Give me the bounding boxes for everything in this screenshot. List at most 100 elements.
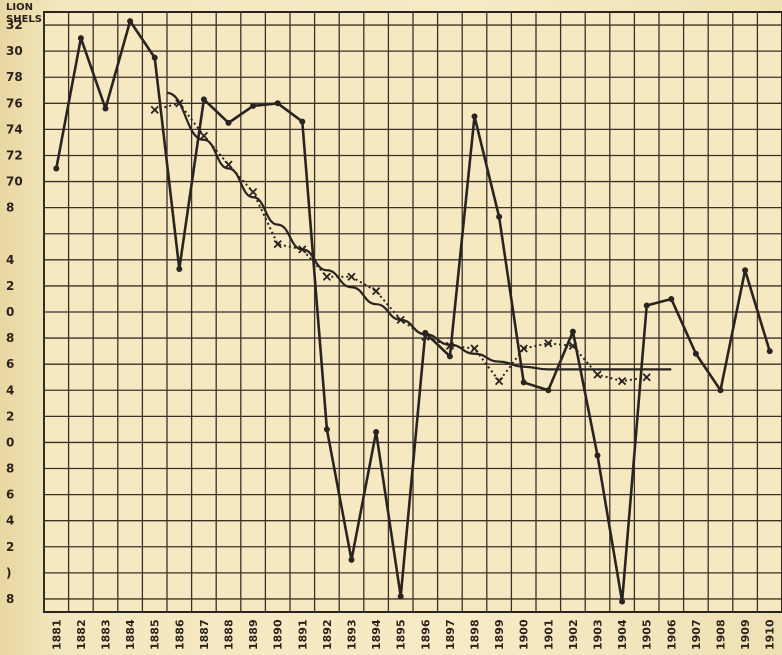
x-tick-label: 1890 (272, 619, 285, 650)
average-cross-marker (248, 187, 258, 197)
y-unit-label-line: LION (6, 2, 33, 13)
annual-point (102, 105, 109, 112)
average-cross-marker (470, 344, 479, 353)
y-tick-label: 6 (6, 357, 14, 371)
annual-point (323, 426, 330, 433)
average-cross-marker (642, 373, 651, 382)
x-tick-label: 1881 (50, 619, 63, 650)
annual-point (127, 18, 134, 25)
grid-lines (43, 12, 782, 612)
average-cross-marker (544, 339, 553, 348)
x-tick-label: 1894 (370, 619, 383, 650)
annual-point (692, 350, 699, 357)
x-tick-label: 1906 (665, 619, 678, 650)
average-cross-marker (199, 131, 209, 141)
y-tick-label: 0 (6, 435, 14, 449)
y-tick-label: 6 (6, 488, 14, 502)
x-tick-label: 1888 (223, 619, 236, 650)
average-cross-marker (593, 370, 602, 379)
annual-point (446, 353, 453, 360)
y-tick-label: 8 (6, 462, 14, 476)
annual-point (373, 429, 380, 435)
annual-point (742, 267, 749, 274)
annual-point (766, 348, 773, 355)
y-tick-label: 30 (6, 44, 23, 58)
x-tick-label: 1909 (739, 619, 752, 650)
annual-point (668, 295, 675, 302)
y-tick-label: 2 (6, 409, 14, 423)
average-cross-marker (150, 105, 159, 114)
y-tick-label: 72 (6, 148, 23, 162)
y-tick-label: 0 (6, 305, 14, 319)
x-tick-label: 1883 (100, 619, 113, 650)
y-tick-label: ) (6, 566, 11, 580)
x-tick-label: 1905 (641, 619, 654, 650)
y-tick-label: 32 (6, 18, 23, 32)
y-tick-label: 78 (6, 70, 23, 84)
x-tick-label: 1892 (321, 619, 334, 650)
y-tick-labels: 32 30 78 76 74 72 70 8 4 2 0 8 6 4 2 0 8 6 4 2) 8 (6, 18, 23, 606)
average-cross-marker (322, 272, 332, 281)
y-unit-label-line: SHELS (6, 14, 42, 25)
series-annual-line (55, 19, 771, 603)
annual-point (619, 598, 626, 605)
annual-point (717, 387, 724, 394)
y-tick-label: 8 (6, 201, 14, 215)
x-tick-label: 1907 (690, 619, 703, 650)
annual-point (643, 302, 650, 309)
annual-point (77, 35, 84, 42)
series-trend-curve (166, 91, 672, 371)
average-cross-marker (494, 376, 504, 386)
annual-point (151, 54, 158, 61)
annual-point (176, 265, 183, 272)
annual-point (397, 593, 404, 600)
annual-point (471, 113, 478, 120)
annual-point (250, 102, 257, 109)
x-tick-label: 1884 (124, 619, 137, 650)
average-cross-marker (273, 240, 282, 249)
y-tick-label: 2 (6, 279, 14, 293)
annual-point (520, 379, 527, 386)
x-tick-label: 1903 (592, 619, 605, 650)
x-tick-labels: 1881 1882 1883 1884 1885 1886 1887 1888 1889 1890… (50, 619, 776, 650)
average-cross-marker (371, 286, 381, 296)
x-tick-label: 1902 (567, 619, 580, 650)
series-layer (53, 18, 773, 605)
y-tick-label: 4 (6, 383, 14, 397)
x-tick-label: 1891 (296, 619, 309, 650)
annual-point (299, 118, 306, 125)
annual-point (348, 556, 355, 563)
x-tick-label: 1889 (247, 619, 260, 650)
x-tick-label: 1886 (173, 619, 186, 650)
x-tick-label: 1908 (715, 619, 728, 650)
y-tick-label: 76 (6, 96, 23, 110)
x-tick-label: 1882 (75, 619, 88, 650)
average-cross-marker (568, 341, 578, 351)
x-tick-label: 1897 (444, 619, 457, 650)
annual-point (569, 328, 576, 335)
average-cross-marker (347, 272, 356, 281)
y-tick-label: 8 (6, 331, 14, 345)
y-tick-label: 4 (6, 514, 14, 528)
annual-point (225, 119, 232, 126)
x-tick-label: 1893 (346, 619, 359, 650)
x-tick-label: 1899 (493, 619, 506, 650)
y-tick-label: 4 (6, 253, 14, 267)
average-cross-marker (617, 376, 627, 386)
x-tick-label: 1896 (419, 619, 432, 650)
x-tick-label: 1887 (198, 619, 211, 650)
annual-point (53, 165, 60, 172)
x-tick-label: 1901 (542, 619, 555, 650)
x-tick-label: 1898 (469, 619, 482, 650)
y-tick-label: 2 (6, 540, 14, 554)
y-tick-label: 70 (6, 175, 23, 189)
x-tick-label: 1885 (149, 619, 162, 650)
x-tick-label: 1904 (616, 619, 629, 650)
average-cross-marker (519, 344, 528, 353)
annual-point (496, 213, 503, 220)
y-tick-label: 8 (6, 592, 14, 606)
annual-point (545, 387, 552, 394)
y-tick-label: 74 (6, 122, 23, 136)
